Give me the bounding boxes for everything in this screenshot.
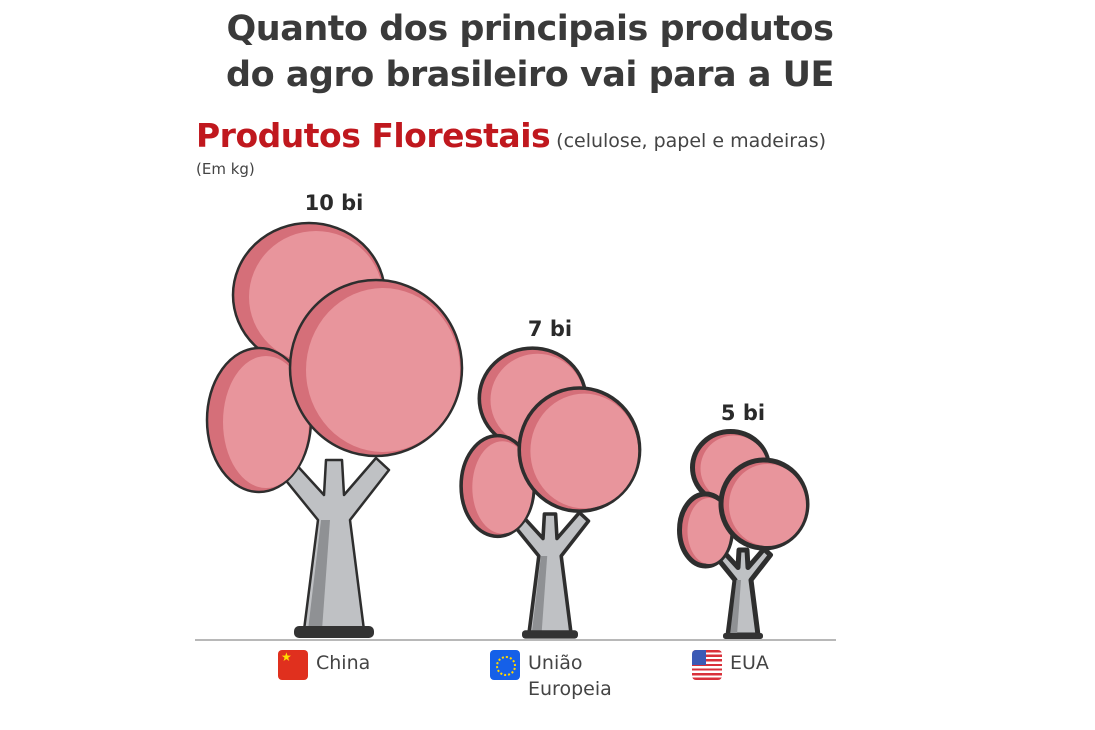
tree-trunk [279,458,389,630]
crown-highlight [223,356,309,488]
chart-title: Produtos Florestais (celulose, papel e ma… [196,116,826,155]
category-label: EUA [730,652,769,674]
tree-mark [461,348,639,639]
tree-base [723,633,763,639]
tree-base [522,630,578,639]
page-title-line-2: do agro brasileiro vai para a UE [226,55,834,95]
category-china: ★ China [278,650,370,680]
eu-flag-icon [490,650,520,680]
crown-highlight [472,441,533,534]
usa-flag-icon [692,650,722,680]
chart-title-main: Produtos Florestais [196,116,551,155]
value-label: 10 bi [305,191,364,215]
tree-trunk [716,549,771,635]
value-label: 5 bi [721,401,765,425]
category-label: China [316,652,371,674]
trunk-shade [308,520,330,630]
chart-subtitle: (celulose, papel e madeiras) [556,130,827,152]
tree-mark [207,223,462,638]
category-label: União Europeia [528,652,612,700]
tree-base [294,626,374,638]
trunk-shade [730,580,741,635]
value-label: 7 bi [528,317,572,341]
unit-label: (Em kg) [196,160,255,178]
category-usa: EUA [692,650,769,680]
page-title-line-1: Quanto dos principais produtos [226,9,834,49]
china-flag-icon: ★ [278,650,308,680]
tree-mark [680,432,808,639]
tree-trunk [512,513,589,633]
crown-highlight [306,288,460,452]
crown-highlight [729,464,806,546]
crown-highlight [530,393,639,509]
category-eu: União Europeia [490,650,628,702]
trunk-shade [531,556,548,633]
